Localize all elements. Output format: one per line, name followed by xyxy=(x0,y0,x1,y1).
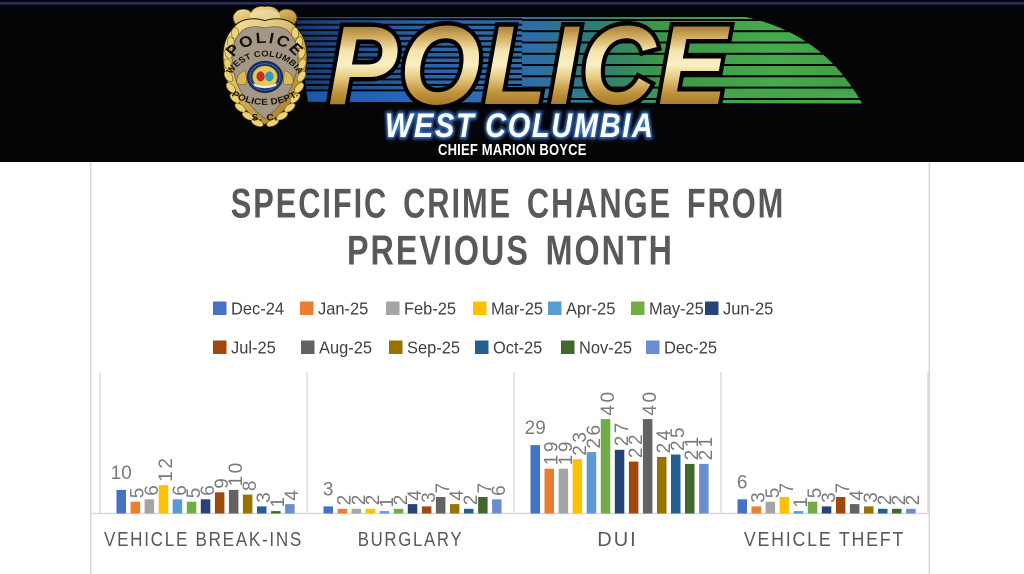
svg-text:Dec-24: Dec-24 xyxy=(231,299,284,319)
svg-text:POLICE: POLICE xyxy=(328,3,730,128)
svg-text:3: 3 xyxy=(861,490,882,503)
svg-text:BURGLARY: BURGLARY xyxy=(358,528,463,551)
svg-text:4: 4 xyxy=(405,488,426,501)
svg-text:VEHICLE THEFT: VEHICLE THEFT xyxy=(744,529,905,551)
svg-text:7: 7 xyxy=(475,480,496,493)
svg-text:40: 40 xyxy=(640,389,661,415)
svg-text:1: 1 xyxy=(791,495,812,508)
svg-text:5: 5 xyxy=(805,485,826,498)
svg-text:4: 4 xyxy=(847,488,868,501)
svg-text:6: 6 xyxy=(489,483,510,496)
svg-text:5: 5 xyxy=(128,485,149,498)
svg-text:2: 2 xyxy=(903,492,924,505)
svg-text:Sep-25: Sep-25 xyxy=(407,338,460,358)
svg-text:Feb-25: Feb-25 xyxy=(404,299,456,319)
svg-text:2: 2 xyxy=(363,492,384,505)
svg-text:21: 21 xyxy=(682,434,703,460)
svg-text:6: 6 xyxy=(142,483,163,496)
svg-text:2: 2 xyxy=(875,492,896,505)
svg-text:Jan-25: Jan-25 xyxy=(318,299,368,319)
svg-text:6: 6 xyxy=(198,483,219,496)
svg-text:5: 5 xyxy=(763,485,784,498)
svg-text:5: 5 xyxy=(184,485,205,498)
svg-text:1: 1 xyxy=(377,495,398,508)
svg-text:8: 8 xyxy=(240,478,261,491)
svg-text:2: 2 xyxy=(391,492,412,505)
svg-text:2: 2 xyxy=(335,492,356,505)
svg-text:19: 19 xyxy=(542,439,563,465)
svg-text:40: 40 xyxy=(598,389,619,415)
svg-text:Nov-25: Nov-25 xyxy=(579,338,632,358)
svg-text:7: 7 xyxy=(777,480,798,493)
svg-text:12: 12 xyxy=(156,456,177,482)
svg-text:PREVIOUS MONTH: PREVIOUS MONTH xyxy=(347,227,674,274)
svg-text:Mar-25: Mar-25 xyxy=(491,299,543,319)
svg-text:WEST COLUMBIA: WEST COLUMBIA xyxy=(385,106,655,145)
svg-text:3: 3 xyxy=(749,490,770,503)
svg-text:Dec-25: Dec-25 xyxy=(664,338,717,358)
svg-text:Jul-25: Jul-25 xyxy=(231,338,276,358)
svg-text:3: 3 xyxy=(419,490,440,503)
svg-text:4: 4 xyxy=(447,488,468,501)
svg-text:10: 10 xyxy=(226,460,247,486)
svg-text:10: 10 xyxy=(111,463,132,484)
svg-text:29: 29 xyxy=(525,418,546,439)
svg-text:Apr-25: Apr-25 xyxy=(566,299,615,319)
svg-text:2: 2 xyxy=(889,492,910,505)
svg-text:6: 6 xyxy=(737,472,748,493)
svg-text:7: 7 xyxy=(833,480,854,493)
svg-text:23: 23 xyxy=(570,430,591,456)
svg-text:2: 2 xyxy=(461,492,482,505)
svg-text:26: 26 xyxy=(584,422,605,448)
svg-text:24: 24 xyxy=(654,427,675,453)
svg-text:Aug-25: Aug-25 xyxy=(319,338,372,358)
svg-text:Oct-25: Oct-25 xyxy=(493,338,542,358)
svg-text:3: 3 xyxy=(323,479,334,500)
svg-text:22: 22 xyxy=(626,432,647,458)
svg-text:CHIEF MARION BOYCE: CHIEF MARION BOYCE xyxy=(438,142,587,159)
svg-text:WEST COLUMBIA: WEST COLUMBIA xyxy=(385,106,655,145)
svg-text:S. C.: S. C. xyxy=(252,113,279,123)
svg-text:DUI: DUI xyxy=(597,529,637,551)
svg-text:2: 2 xyxy=(349,492,370,505)
svg-text:3: 3 xyxy=(819,490,840,503)
svg-text:SPECIFIC CRIME CHANGE FROM: SPECIFIC CRIME CHANGE FROM xyxy=(231,180,785,227)
svg-text:May-25: May-25 xyxy=(649,299,704,319)
svg-text:25: 25 xyxy=(668,425,689,451)
svg-text:3: 3 xyxy=(254,490,275,503)
svg-text:19: 19 xyxy=(556,439,577,465)
svg-text:9: 9 xyxy=(212,476,233,489)
svg-text:27: 27 xyxy=(612,420,633,446)
svg-text:21: 21 xyxy=(696,434,717,460)
svg-text:4: 4 xyxy=(282,488,303,501)
svg-text:6: 6 xyxy=(170,483,191,496)
svg-text:7: 7 xyxy=(433,480,454,493)
svg-text:VEHICLE BREAK-INS: VEHICLE BREAK-INS xyxy=(104,528,303,551)
svg-text:Jun-25: Jun-25 xyxy=(723,299,773,319)
svg-text:1: 1 xyxy=(268,495,289,508)
